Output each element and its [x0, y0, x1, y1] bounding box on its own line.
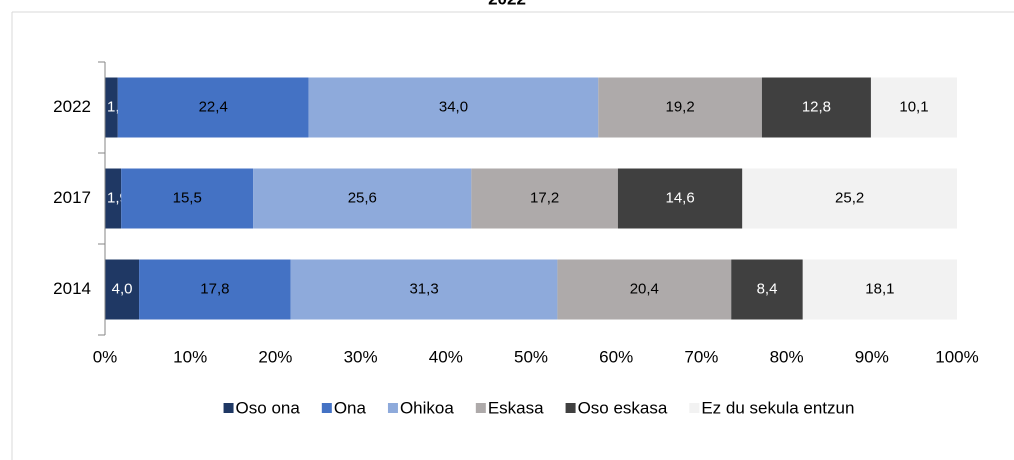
bar-segment: [105, 77, 118, 138]
data-label: 17,2: [530, 189, 559, 206]
bar-segment: [598, 77, 762, 138]
bar-segment: [253, 168, 472, 229]
bar-segment: [290, 259, 558, 320]
legend-label: Ohikoa: [400, 398, 454, 417]
bar-segment: [139, 259, 291, 320]
legend-label: Ona: [334, 398, 367, 417]
bar-segment: [117, 77, 309, 138]
legend-swatch: [223, 403, 234, 413]
data-label: 17,8: [200, 280, 229, 297]
data-label: 12,8: [802, 98, 831, 115]
data-label: 31,3: [409, 280, 438, 297]
data-label: 4,0: [112, 280, 133, 297]
data-label: 22,4: [199, 98, 228, 115]
data-label: 25,2: [835, 189, 864, 206]
data-label: 34,0: [439, 98, 468, 115]
data-label: 19,2: [665, 98, 694, 115]
bar-segment: [105, 259, 140, 320]
data-label: 14,6: [665, 189, 694, 206]
legend-swatch: [387, 403, 398, 413]
legend-label: Oso eskasa: [578, 398, 668, 417]
legend-label: Ez du sekula entzun: [701, 398, 854, 417]
legend-label: Oso ona: [236, 398, 301, 417]
x-tick-label: 80%: [770, 347, 804, 366]
data-label: 15,5: [173, 189, 202, 206]
y-tick-label: 2017: [53, 188, 91, 207]
legend-swatch: [565, 403, 576, 413]
x-tick-label: 20%: [258, 347, 292, 366]
x-tick-label: 40%: [429, 347, 463, 366]
bar-segment: [557, 259, 732, 320]
x-tick-label: 90%: [855, 347, 889, 366]
x-tick-label: 70%: [684, 347, 718, 366]
data-label: 18,1: [865, 280, 894, 297]
legend-swatch: [689, 403, 700, 413]
legend-label: Eskasa: [488, 398, 544, 417]
bar-segment: [802, 259, 957, 320]
bar-segment: [471, 168, 618, 229]
x-tick-label: 50%: [514, 347, 548, 366]
bar-segment: [121, 168, 254, 229]
bar-segment: [308, 77, 599, 138]
bar-segment: [105, 168, 122, 229]
y-tick-label: 2014: [53, 279, 91, 298]
bar-segment: [761, 77, 871, 138]
x-tick-label: 30%: [344, 347, 378, 366]
x-tick-label: 0%: [93, 347, 118, 366]
data-label: 10,1: [899, 98, 928, 115]
data-label: 25,6: [348, 189, 377, 206]
bar-segment: [742, 168, 957, 229]
data-label: 20,4: [630, 280, 659, 297]
bar-segment: [617, 168, 743, 229]
chart-title: 2022: [488, 0, 526, 8]
legend-swatch: [321, 403, 332, 413]
x-tick-label: 100%: [935, 347, 978, 366]
y-tick-label: 2022: [53, 97, 91, 116]
x-tick-label: 10%: [173, 347, 207, 366]
x-tick-label: 60%: [599, 347, 633, 366]
legend-swatch: [475, 403, 486, 413]
bar-segment: [731, 259, 803, 320]
bar-segment: [870, 77, 957, 138]
data-label: 8,4: [757, 280, 778, 297]
